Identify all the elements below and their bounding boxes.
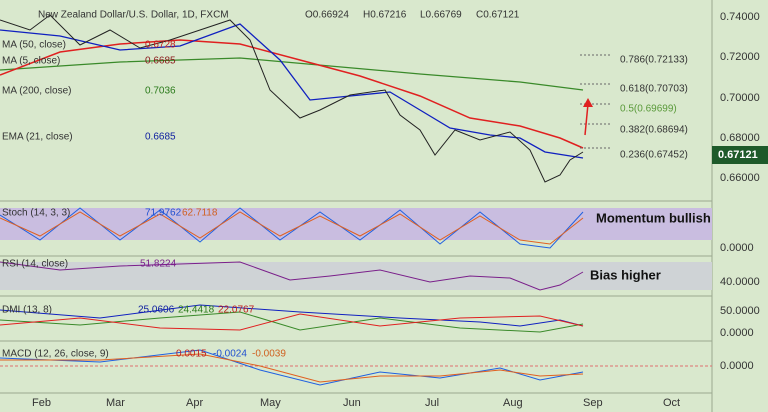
month: Sep — [583, 397, 603, 409]
dmi-minus: 22.0767 — [218, 305, 255, 316]
dmi-tick: 0.0000 — [720, 327, 754, 339]
month: Feb — [32, 397, 51, 409]
stoch-k-value: 71.9762 — [145, 208, 182, 219]
ma200-value: 0.7036 — [145, 86, 176, 97]
price-line — [0, 14, 584, 183]
ma5-label: MA (5, close) — [2, 56, 60, 67]
stoch-label: Stoch (14, 3, 3) — [2, 208, 70, 219]
macd-signal — [0, 353, 584, 383]
price-tick: 0.70000 — [720, 92, 760, 104]
ema-line — [0, 23, 584, 159]
dmi-minus — [0, 313, 584, 331]
stoch-d-value: 62.7118 — [182, 208, 218, 219]
price-tick: 0.74000 — [720, 11, 760, 23]
fib-label: 0.618(0.70703) — [620, 84, 688, 95]
dmi-adx — [0, 304, 584, 327]
open: O0.66924 — [305, 10, 349, 21]
ema-value: 0.6685 — [145, 132, 176, 143]
rsi-band — [0, 262, 712, 290]
month: Oct — [663, 397, 680, 409]
ma50-value: 0.6728 — [145, 40, 176, 51]
ma200-label: MA (200, close) — [2, 86, 71, 97]
dmi-plus: 24.4418 — [178, 305, 215, 316]
ema-label: EMA (21, close) — [2, 132, 73, 143]
month: Jul — [425, 397, 439, 409]
rsi-label: RSI (14, close) — [2, 259, 68, 270]
price-tick: 0.72000 — [720, 51, 760, 63]
ma5-value: 0.6685 — [145, 56, 176, 67]
fib-label: 0.786(0.72133) — [620, 55, 688, 66]
month: Aug — [503, 397, 523, 409]
month: May — [260, 397, 281, 409]
ma200-line — [0, 57, 584, 91]
price-tick: 0.68000 — [720, 132, 760, 144]
fib-label: 0.382(0.68694) — [620, 125, 688, 136]
last-price-box — [712, 146, 768, 164]
month: Apr — [186, 397, 203, 409]
title: New Zealand Dollar/U.S. Dollar, 1D, FXCM — [38, 10, 229, 21]
month: Mar — [106, 397, 125, 409]
close: C0.67121 — [476, 10, 520, 21]
stoch-tick: 0.0000 — [720, 242, 754, 254]
high: H0.67216 — [363, 10, 407, 21]
panel-borders — [0, 0, 713, 412]
last-price: 0.67121 — [718, 149, 758, 161]
month: Jun — [343, 397, 361, 409]
fib-label: 0.236(0.67452) — [620, 150, 688, 161]
arrow-head — [583, 98, 593, 107]
stoch-note: Momentum bullish — [596, 210, 711, 225]
macd-value: -0.0024 — [213, 349, 247, 360]
arrow — [584, 103, 589, 136]
rsi-line — [0, 261, 584, 291]
dmi-plus — [0, 311, 584, 333]
dmi-label: DMI (13, 8) — [2, 305, 52, 316]
ma50-line — [0, 39, 584, 149]
ma50-label: MA (50, close) — [2, 40, 66, 51]
macd-hist-value: 0.0015 — [176, 349, 207, 360]
dmi-adx: 25.0606 — [138, 305, 175, 316]
stoch-d — [0, 211, 584, 245]
macd-tick: 0.0000 — [720, 360, 754, 372]
macd-label: MACD (12, 26, close, 9) — [2, 349, 109, 360]
fib-label: 0.5(0.69699) — [620, 104, 677, 115]
rsi-value: 51.8224 — [140, 259, 177, 270]
macd-signal-value: -0.0039 — [252, 349, 286, 360]
rsi-note: Bias higher — [590, 267, 661, 282]
dmi-tick: 50.0000 — [720, 305, 760, 317]
low: L0.66769 — [420, 10, 462, 21]
price-tick: 0.66000 — [720, 172, 760, 184]
rsi-tick: 40.0000 — [720, 276, 760, 288]
